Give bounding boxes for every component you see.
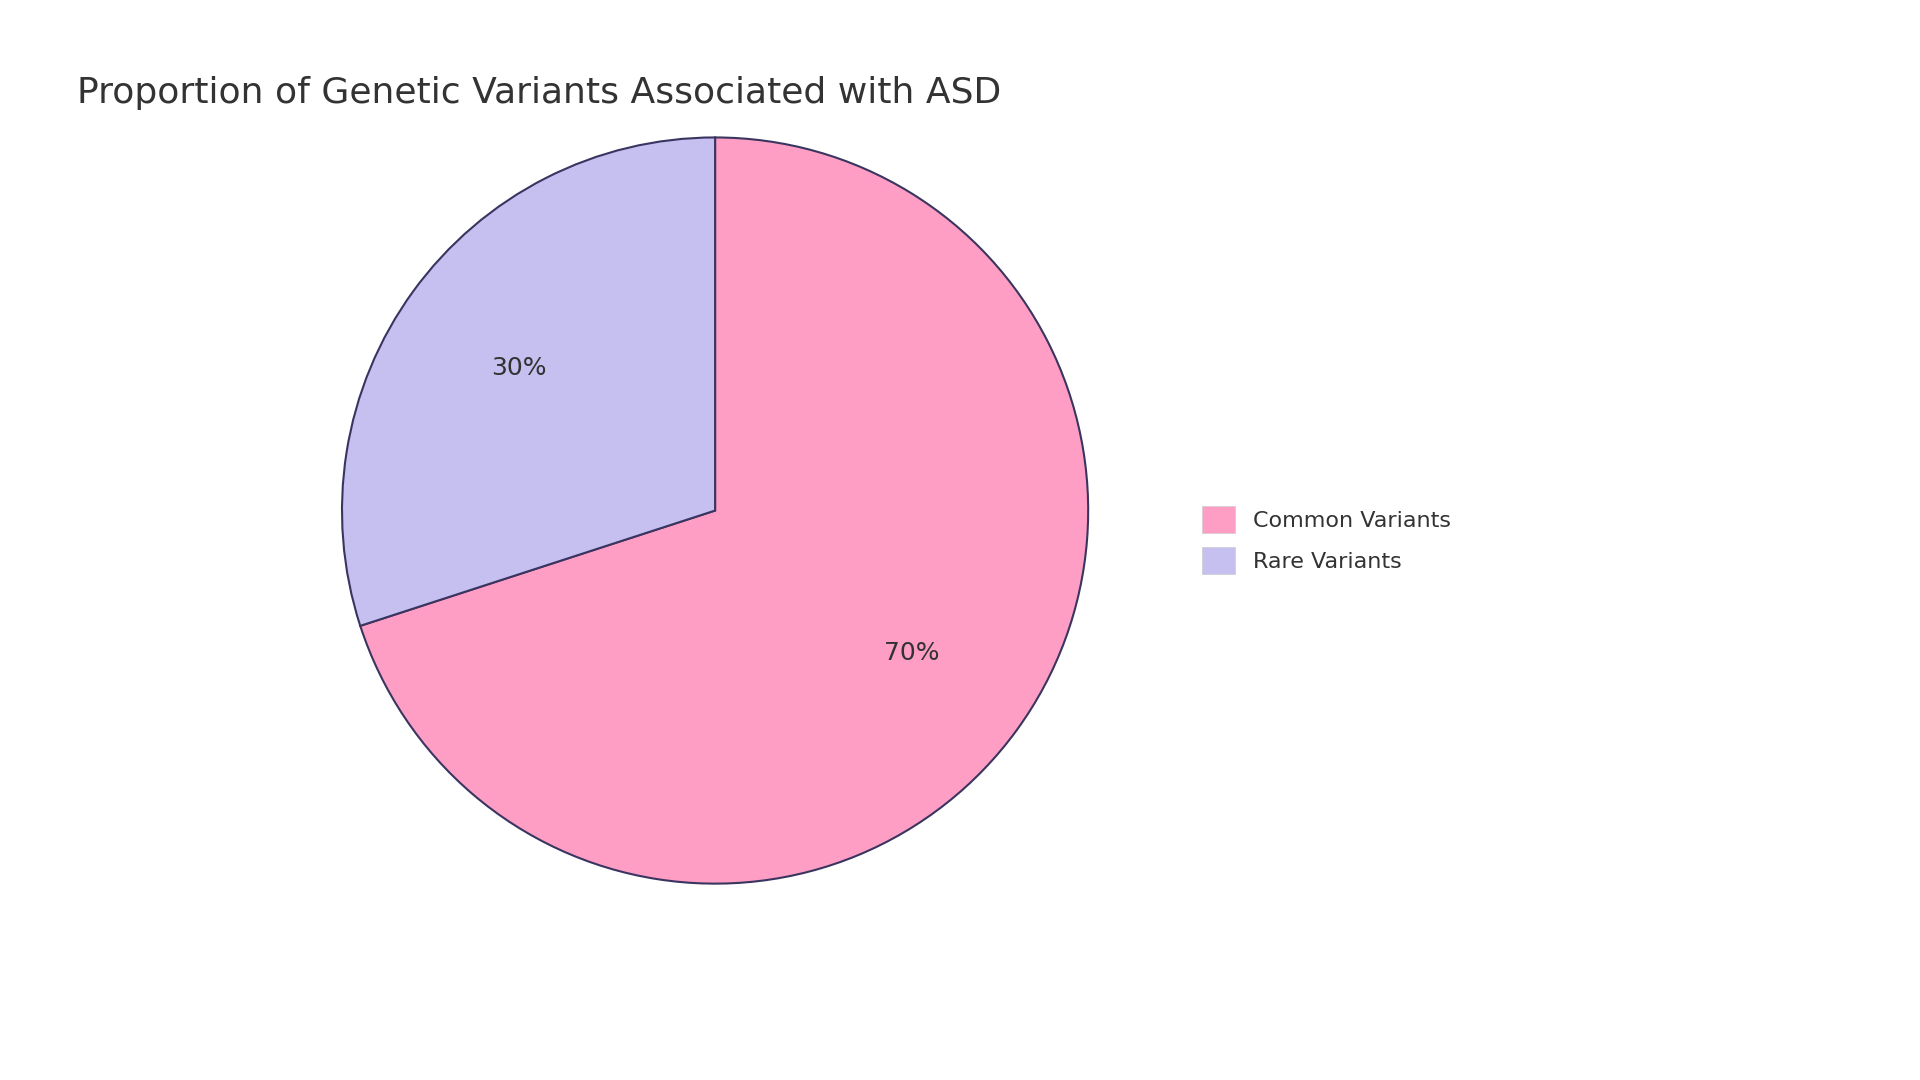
Text: Proportion of Genetic Variants Associated with ASD: Proportion of Genetic Variants Associate… (77, 76, 1000, 109)
Wedge shape (361, 137, 1089, 883)
Legend: Common Variants, Rare Variants: Common Variants, Rare Variants (1202, 507, 1452, 573)
Text: 70%: 70% (883, 642, 939, 665)
Text: 30%: 30% (492, 356, 547, 380)
Wedge shape (342, 137, 714, 625)
